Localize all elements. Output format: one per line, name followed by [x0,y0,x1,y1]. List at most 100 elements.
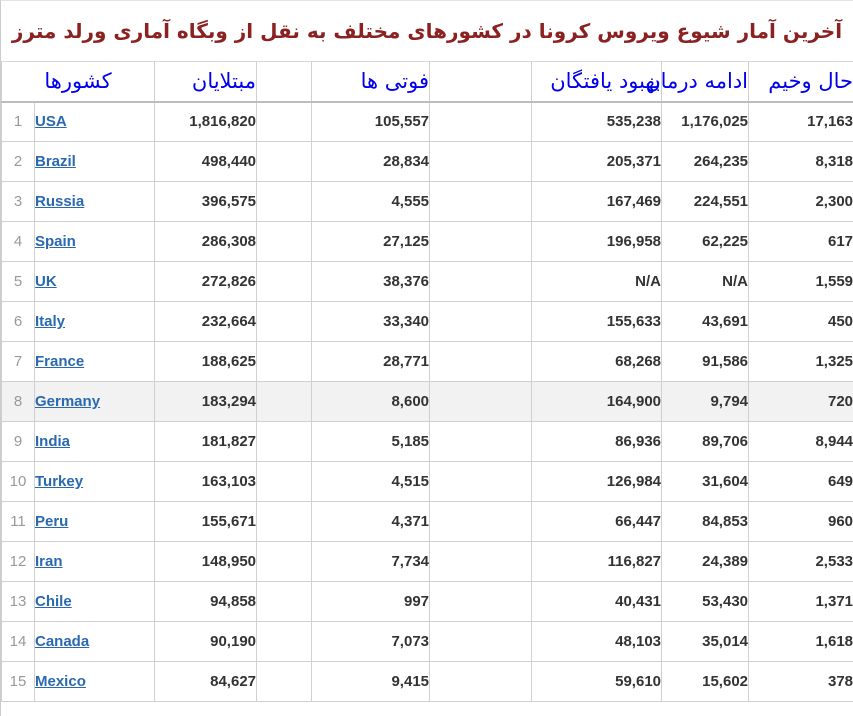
cell-active: 53,430 [661,581,750,622]
cell-spacer [256,501,313,542]
cell-cases: 498,440 [154,141,258,182]
cell-deaths: 28,834 [311,141,431,182]
table-row: 8 Germany 183,294 8,600 164,900 9,794 720 [1,381,853,422]
cell-rank: 14 [1,621,35,662]
cell-cases: 90,190 [154,621,258,662]
cell-critical: 378 [748,661,853,702]
country-link[interactable]: Russia [35,193,85,210]
cell-critical: 1,371 [748,581,853,622]
cell-recovered: 66,447 [531,501,663,542]
country-link[interactable]: Iran [35,553,63,570]
cell-spacer [429,461,533,502]
table-row: 14 Canada 90,190 7,073 48,103 35,014 1,618 [1,621,853,662]
cell-active: 89,706 [661,421,750,462]
country-link[interactable]: Brazil [35,153,76,170]
cell-active: 84,853 [661,501,750,542]
cell-deaths: 105,557 [311,101,431,142]
cell-rank: 15 [1,661,35,702]
cell-spacer [429,661,533,702]
table-row: 11 Peru 155,671 4,371 66,447 84,853 960 [1,501,853,542]
cell-deaths: 27,125 [311,221,431,262]
cell-rank: 5 [1,261,35,302]
country-link[interactable]: Germany [35,393,101,410]
cell-recovered: 116,827 [531,541,663,582]
cell-critical: 960 [748,501,853,542]
cell-rank: 11 [1,501,35,542]
cell-spacer [429,221,533,262]
cell-recovered: 167,469 [531,181,663,222]
cell-active: 15,602 [661,661,750,702]
column-header-spacer2 [429,61,533,103]
country-link[interactable]: Canada [35,633,90,650]
cell-recovered: 155,633 [531,301,663,342]
cell-country: Peru [33,501,156,542]
country-link[interactable]: Italy [35,313,66,330]
cell-deaths: 4,371 [311,501,431,542]
column-header-spacer1 [256,61,313,103]
cell-active: 24,389 [661,541,750,582]
table-row: 2 Brazil 498,440 28,834 205,371 264,235 8,318 [1,141,853,182]
cell-spacer [256,381,313,422]
cell-country: Russia [33,181,156,222]
cell-spacer [256,101,313,142]
cell-recovered: 48,103 [531,621,663,662]
cell-deaths: 9,415 [311,661,431,702]
cell-recovered: 164,900 [531,381,663,422]
cell-spacer [256,621,313,662]
cell-country: USA [33,101,156,142]
cell-active: 91,586 [661,341,750,382]
country-link[interactable]: Spain [35,233,76,250]
cell-spacer [429,381,533,422]
cell-active: 224,551 [661,181,750,222]
country-link[interactable]: UK [35,273,57,290]
cell-rank: 3 [1,181,35,222]
table-row: 3 Russia 396,575 4,555 167,469 224,551 2,300 [1,181,853,222]
table-row: 6 Italy 232,664 33,340 155,633 43,691 450 [1,301,853,342]
cell-deaths: 7,734 [311,541,431,582]
cell-spacer [429,261,533,302]
cell-country: France [33,341,156,382]
cell-recovered: 68,268 [531,341,663,382]
cell-active: 9,794 [661,381,750,422]
cell-recovered: 59,610 [531,661,663,702]
country-link[interactable]: Peru [35,513,69,530]
cell-critical: 1,559 [748,261,853,302]
table-row: 10 Turkey 163,103 4,515 126,984 31,604 649 [1,461,853,502]
country-link[interactable]: USA [35,113,67,131]
column-header-countries: کشورها [1,61,156,103]
cell-spacer [256,581,313,622]
country-link[interactable]: Mexico [35,673,86,690]
cell-critical: 2,533 [748,541,853,582]
cell-deaths: 4,555 [311,181,431,222]
country-link[interactable]: France [35,353,85,370]
country-link[interactable]: India [35,433,71,450]
cell-rank: 9 [1,421,35,462]
cell-rank: 2 [1,141,35,182]
cell-country: UK [33,261,156,302]
cell-recovered: 535,238 [531,101,663,142]
cell-cases: 286,308 [154,221,258,262]
cell-spacer [429,501,533,542]
cell-critical: 450 [748,301,853,342]
cell-spacer [429,621,533,662]
cell-cases: 155,671 [154,501,258,542]
cell-cases: 148,950 [154,541,258,582]
country-link[interactable]: Turkey [35,473,84,490]
cell-deaths: 28,771 [311,341,431,382]
column-header-cases: مبتلایان [154,61,258,103]
cell-critical: 2,300 [748,181,853,222]
covid-stats-table: کشورها مبتلایان فوتی ها بهبود یافتگان اد… [1,61,853,702]
cell-critical: 720 [748,381,853,422]
cell-critical: 8,944 [748,421,853,462]
cell-spacer [256,421,313,462]
cell-cases: 1,816,820 [154,101,258,142]
cell-active: 31,604 [661,461,750,502]
column-header-recovered: بهبود یافتگان [531,61,663,103]
cell-country: Italy [33,301,156,342]
cell-spacer [256,221,313,262]
table-row: 13 Chile 94,858 997 40,431 53,430 1,371 [1,581,853,622]
cell-rank: 6 [1,301,35,342]
cell-spacer [429,101,533,142]
country-link[interactable]: Chile [35,593,72,610]
